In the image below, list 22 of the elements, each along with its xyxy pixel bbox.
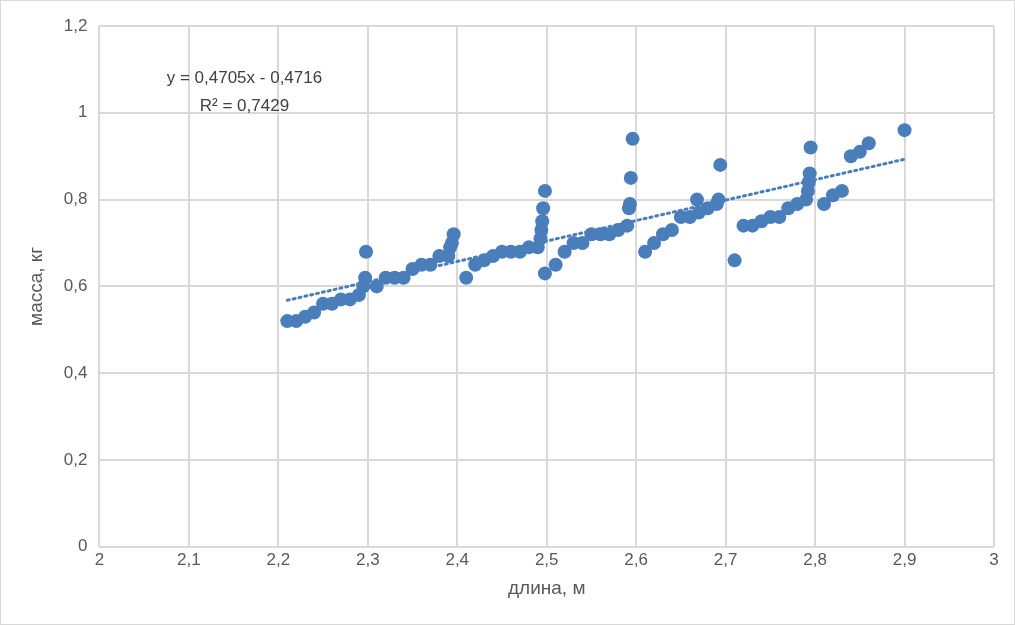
x-tick-label: 2,4 [445, 549, 470, 569]
annotation: R² = 0,7429 [199, 96, 290, 115]
x-tick-label: 2,3 [355, 549, 380, 569]
y-tick-label: 0,8 [63, 189, 88, 209]
x-tick-label: 2,9 [892, 549, 917, 569]
x-tick-label: 2,7 [713, 549, 738, 569]
x-tick-label: 3 [989, 549, 999, 569]
y-tick-label: 0,2 [63, 449, 88, 469]
x-axis-title: длина, м [507, 576, 586, 598]
x-tick-label: 2 [94, 549, 105, 569]
y-axis-title: масса, кг [24, 246, 46, 326]
y-tick-label: 1 [77, 102, 88, 122]
x-tick-label: 2,2 [266, 549, 291, 569]
y-tick-label: 1,2 [63, 15, 88, 35]
y-tick-label: 0,4 [63, 362, 88, 382]
annotation: y = 0,4705x - 0,4716 [166, 68, 323, 87]
y-tick-label: 0,6 [63, 276, 88, 296]
x-tick-label: 2,8 [803, 549, 827, 569]
x-tick-label: 2,5 [534, 549, 559, 569]
x-tick-label: 2,1 [177, 549, 201, 569]
x-tick-label: 2,6 [624, 549, 648, 569]
y-tick-label: 0 [77, 536, 88, 556]
